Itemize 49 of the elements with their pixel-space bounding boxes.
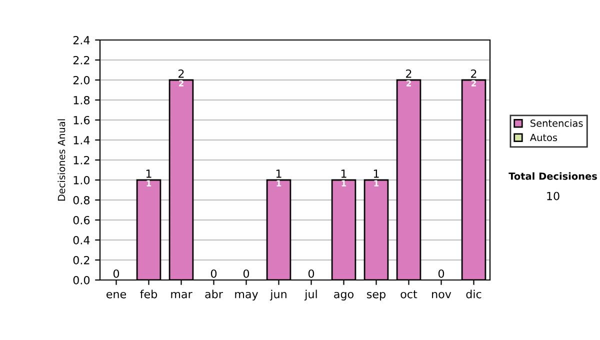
x-tick-label: jun <box>270 290 286 300</box>
text: 2.2 <box>73 56 90 64</box>
data-label: 1 <box>342 180 346 186</box>
legend-label: Autos <box>530 134 558 142</box>
data-label: 2 <box>406 80 411 86</box>
text: 1.2 <box>74 156 90 164</box>
data-label: 2 <box>472 80 476 86</box>
x-tick-label: jul <box>304 290 317 300</box>
total-label: 0 <box>438 269 444 278</box>
text: 0.6 <box>73 216 90 224</box>
y-axis-title: Decisiones Anual <box>58 119 66 201</box>
x-tick-label: ene <box>106 292 126 298</box>
total-label: 0 <box>113 269 120 278</box>
text: 1.6 <box>74 116 90 124</box>
total-label: 0 <box>210 269 217 278</box>
total-label: 0 <box>308 269 314 278</box>
total-label: 2 <box>406 69 412 78</box>
x-tick-label: abr <box>205 290 223 298</box>
x-tick-label: oct <box>400 290 418 298</box>
text: 1.0 <box>74 176 90 184</box>
x-tick-label: ago <box>334 292 354 300</box>
total-label: 1 <box>146 170 152 178</box>
total-label: 2 <box>471 69 476 78</box>
x-tick-label: nov <box>432 292 452 298</box>
text: 1.8 <box>74 96 90 104</box>
x-tick-label: feb <box>140 290 158 298</box>
total-label: 1 <box>341 170 346 178</box>
text: 0.4 <box>73 236 90 244</box>
x-tick-label: dic <box>466 290 482 298</box>
x-tick-label: may <box>235 292 258 300</box>
data-label: 1 <box>146 180 152 186</box>
text: 2.4 <box>73 36 90 44</box>
total-label: 1 <box>276 170 282 178</box>
data-label: 1 <box>374 180 379 186</box>
total-label: 1 <box>374 170 379 178</box>
text: Total Decisiones <box>508 172 597 180</box>
data-label: 1 <box>276 180 282 186</box>
text: 1.4 <box>74 136 90 144</box>
text: 0.8 <box>73 196 90 204</box>
total-label: 2 <box>178 69 184 78</box>
legend-label: Sentencias <box>530 119 583 127</box>
data-label: 2 <box>179 80 184 86</box>
text: 10 <box>547 192 560 200</box>
text: 2.0 <box>73 76 90 84</box>
x-tick-label: mar <box>171 292 192 298</box>
text: 0.2 <box>73 256 90 264</box>
total-label: 0 <box>243 269 250 278</box>
text: 0.0 <box>73 276 90 284</box>
x-tick-label: sep <box>367 292 386 300</box>
